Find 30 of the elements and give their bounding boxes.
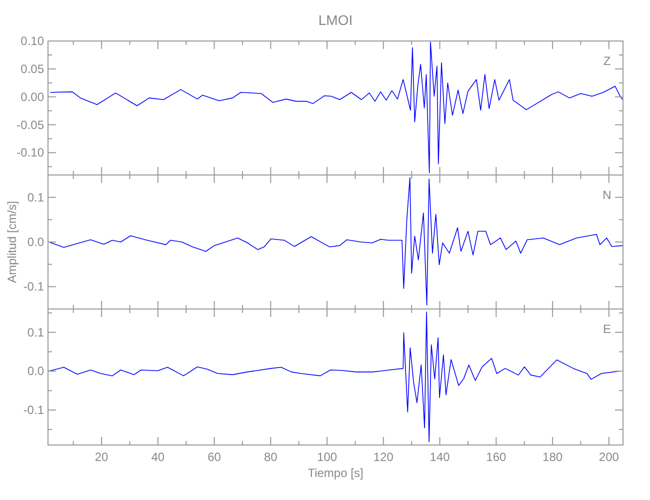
- x-tick-label: 40: [151, 450, 165, 464]
- x-tick-label: 180: [542, 450, 563, 464]
- y-tick-label: -0.1: [23, 403, 44, 418]
- text: N: [602, 188, 612, 202]
- x-tick-label: 60: [208, 450, 222, 464]
- y-tick-label: 0.1: [27, 325, 44, 340]
- x-axis-title: Tiempo [s]: [308, 466, 364, 480]
- y-tick-label: -0.10: [16, 146, 44, 160]
- x-tick-label: 140: [430, 450, 450, 464]
- y-tick-label: 0.1: [27, 190, 44, 204]
- x-tick-label: 200: [598, 450, 620, 464]
- line-series: [50, 42, 624, 174]
- x-tick-label: 100: [317, 450, 338, 464]
- y-tick-label: 0.0: [27, 364, 44, 378]
- text: E: [602, 322, 612, 336]
- x-tick-label: 80: [264, 450, 278, 464]
- line-series: [48, 312, 620, 442]
- line-series: [48, 177, 624, 306]
- x-tick-label: 120: [373, 450, 394, 464]
- y-axis-title: Amplitud [cm/s]: [5, 200, 19, 284]
- x-tick-label: 20: [94, 450, 109, 464]
- y-tick-label: -0.1: [23, 280, 44, 294]
- y-tick-label: 0.05: [20, 62, 44, 76]
- y-tick-label: 0.0: [27, 235, 44, 249]
- y-tick-label: -0.05: [16, 118, 44, 132]
- x-tick-label: 160: [486, 450, 506, 464]
- y-tick-label: 0.10: [20, 34, 44, 48]
- series-label: Z: [603, 54, 611, 68]
- chart-title: LMOI: [318, 12, 353, 28]
- y-tick-label: 0.00: [20, 90, 44, 104]
